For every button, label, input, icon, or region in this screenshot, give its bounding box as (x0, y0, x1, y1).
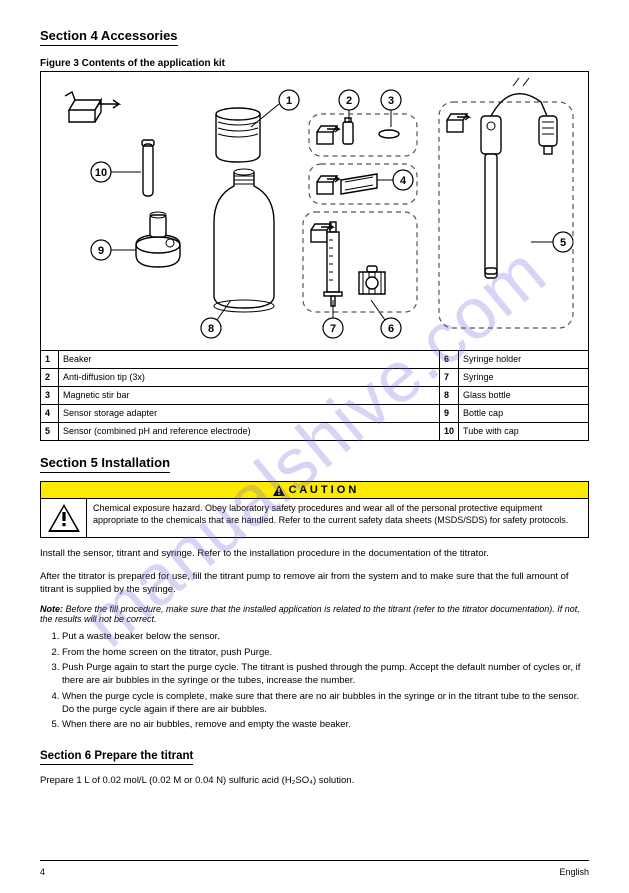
step-item: When the purge cycle is complete, make s… (62, 690, 589, 717)
key-num: 4 (41, 405, 59, 423)
section-4-head: Section 4 Accessories (40, 28, 178, 46)
hazard-icon (41, 499, 87, 537)
note-label: Note: (40, 604, 63, 614)
key-label: Sensor (combined pH and reference electr… (59, 423, 440, 441)
footer-rule (40, 860, 589, 861)
key-label: Bottle cap (459, 405, 589, 423)
install-para-2: After the titrator is prepared for use, … (40, 571, 589, 597)
svg-text:8: 8 (208, 323, 214, 335)
figure-key-table: 1Beaker6Syringe holder 2Anti-diffusion ti… (40, 350, 589, 441)
figure-caption: Figure 3 Contents of the application kit (40, 58, 589, 69)
key-label: Syringe holder (459, 351, 589, 369)
caution-box: C A U T I O N Chemical exposure hazard. … (40, 481, 589, 538)
svg-text:7: 7 (330, 323, 336, 335)
key-num: 6 (440, 351, 459, 369)
key-num: 8 (440, 387, 459, 405)
svg-text:1: 1 (286, 95, 292, 107)
figure-3-illustration: .ln { stroke:#000; stroke-width:1.4; fil… (40, 71, 589, 351)
step-item: From the home screen on the titrator, pu… (62, 646, 589, 659)
step-item: Put a waste beaker below the sensor. (62, 630, 589, 643)
svg-text:2: 2 (346, 95, 352, 107)
key-label: Beaker (59, 351, 440, 369)
key-num: 2 (41, 369, 59, 387)
caution-title: C A U T I O N (289, 484, 357, 496)
key-num: 10 (440, 423, 459, 441)
step-item: When there are no air bubbles, remove an… (62, 718, 589, 731)
section-6-body: Prepare 1 L of 0.02 mol/L (0.02 M or 0.0… (40, 775, 589, 788)
key-num: 5 (41, 423, 59, 441)
page-footer: 4 English (40, 867, 589, 877)
key-label: Sensor storage adapter (59, 405, 440, 423)
svg-text:5: 5 (560, 237, 566, 249)
svg-text:4: 4 (400, 175, 407, 187)
key-num: 1 (41, 351, 59, 369)
step-item: Push Purge again to start the purge cycl… (62, 661, 589, 688)
key-label: Tube with cap (459, 423, 589, 441)
install-steps: Put a waste beaker below the sensor. From… (62, 630, 589, 731)
section-5-head: Section 5 Installation (40, 455, 170, 473)
key-label: Magnetic stir bar (59, 387, 440, 405)
svg-text:10: 10 (95, 167, 107, 179)
key-num: 7 (440, 369, 459, 387)
key-num: 3 (41, 387, 59, 405)
caution-text: Chemical exposure hazard. Obey laborator… (87, 499, 588, 537)
warning-triangle-icon (273, 485, 285, 496)
key-num: 9 (440, 405, 459, 423)
caution-heading: C A U T I O N (41, 482, 588, 499)
page-number: 4 (40, 867, 45, 877)
key-label: Syringe (459, 369, 589, 387)
section-6-head: Section 6 Prepare the titrant (40, 750, 193, 765)
svg-text:3: 3 (388, 95, 394, 107)
key-label: Glass bottle (459, 387, 589, 405)
install-para-1: Install the sensor, titrant and syringe.… (40, 548, 589, 561)
svg-text:9: 9 (98, 245, 104, 257)
svg-text:6: 6 (388, 323, 394, 335)
note-body: Before the fill procedure, make sure tha… (40, 604, 580, 624)
key-label: Anti-diffusion tip (3x) (59, 369, 440, 387)
install-note: Note: Before the fill procedure, make su… (40, 604, 589, 624)
footer-language: English (559, 867, 589, 877)
